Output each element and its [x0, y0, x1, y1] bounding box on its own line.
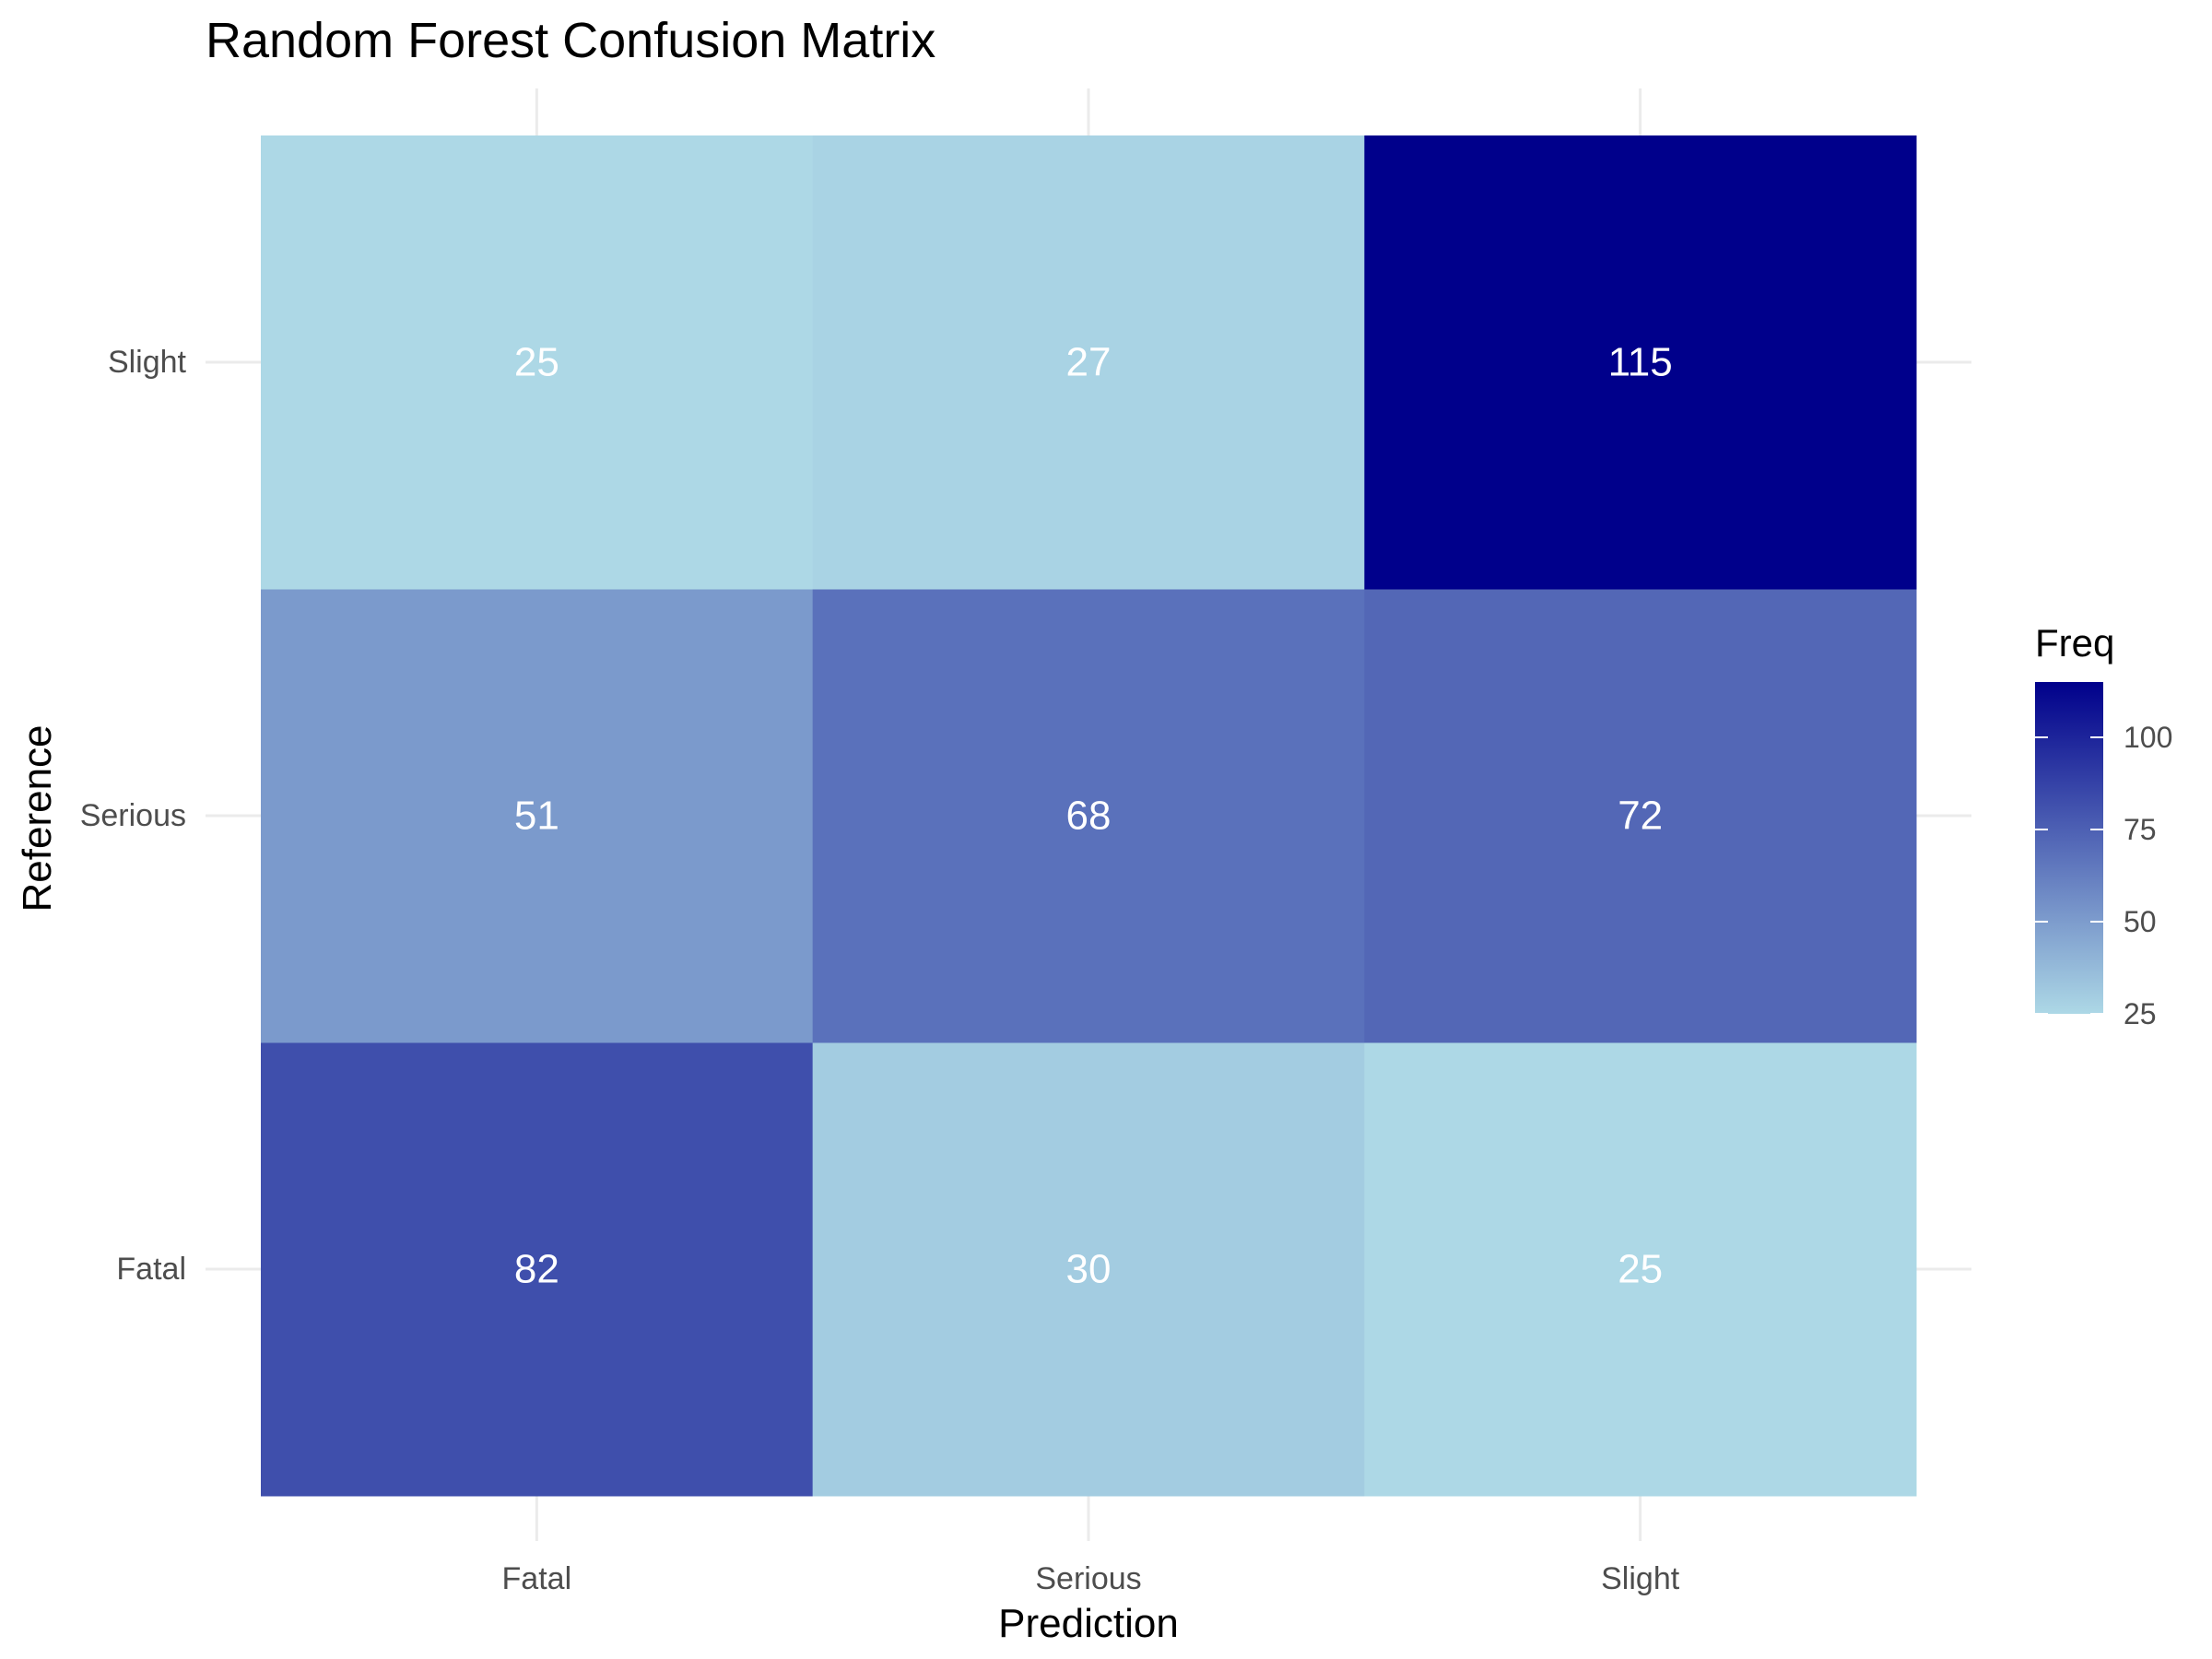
cell-value-slight-slight: 115 — [1608, 340, 1673, 385]
x-axis-title: Prediction — [998, 1601, 1179, 1646]
heatmap-cells — [261, 135, 1917, 1497]
x-tick-serious: Serious — [1035, 1561, 1141, 1596]
heatmap-cell-fatal-slight — [1364, 1042, 1917, 1497]
cell-value-slight-fatal: 25 — [514, 340, 559, 385]
legend-tick-100: 100 — [2124, 721, 2172, 754]
chart-title: Random Forest Confusion Matrix — [206, 13, 935, 68]
y-tick-serious: Serious — [80, 798, 186, 833]
heatmap-cell-serious-fatal — [261, 589, 814, 1043]
cell-value-serious-serious: 68 — [1066, 794, 1112, 839]
heatmap-cell-slight-slight — [1364, 135, 1917, 590]
heatmap-cell-fatal-fatal — [261, 1042, 814, 1497]
heatmap-cell-fatal-serious — [812, 1042, 1365, 1497]
x-axis-tick-labels: Fatal Serious Slight — [502, 1561, 1680, 1596]
cell-value-serious-slight: 72 — [1618, 794, 1663, 839]
legend-title: Freq — [2035, 621, 2114, 665]
heatmap-cell-serious-slight — [1364, 589, 1917, 1043]
heatmap-cell-slight-serious — [812, 135, 1365, 590]
cell-value-serious-fatal: 51 — [514, 794, 559, 839]
heatmap-cell-serious-serious — [812, 589, 1365, 1043]
heatmap-cell-slight-fatal — [261, 135, 814, 590]
y-axis-tick-labels: Fatal Serious Slight — [80, 345, 187, 1287]
cell-value-slight-serious: 27 — [1066, 340, 1112, 385]
color-legend: Freq 25 50 75 100 — [2035, 621, 2172, 1030]
legend-tick-75: 75 — [2124, 813, 2157, 846]
cell-value-fatal-serious: 30 — [1066, 1247, 1112, 1292]
legend-color-bar — [2035, 682, 2103, 1014]
legend-tick-50: 50 — [2124, 905, 2157, 938]
legend-ticks: 25 50 75 100 — [2035, 721, 2172, 1030]
y-tick-fatal: Fatal — [116, 1252, 186, 1287]
cell-value-fatal-fatal: 82 — [514, 1247, 559, 1292]
legend-tick-25: 25 — [2124, 997, 2157, 1030]
y-tick-slight: Slight — [108, 345, 187, 380]
cell-value-fatal-slight: 25 — [1618, 1247, 1663, 1292]
cell-value-labels: 82 30 25 51 68 72 25 27 115 — [514, 340, 1673, 1292]
y-axis-title: Reference — [15, 724, 60, 912]
x-tick-slight: Slight — [1601, 1561, 1680, 1596]
x-tick-fatal: Fatal — [502, 1561, 572, 1596]
